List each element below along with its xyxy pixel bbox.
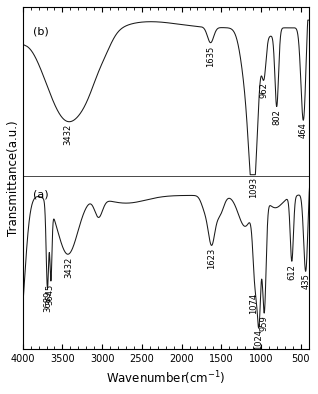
Text: 464: 464: [299, 122, 308, 138]
Text: (a): (a): [33, 189, 49, 199]
Text: 3432: 3432: [63, 124, 72, 145]
Text: 3689: 3689: [43, 291, 52, 312]
Text: 435: 435: [301, 273, 310, 289]
X-axis label: Wavenumber(cm$^{-1}$): Wavenumber(cm$^{-1}$): [106, 370, 225, 387]
Text: 802: 802: [272, 109, 281, 125]
Text: 3645: 3645: [45, 284, 54, 305]
Text: 1074: 1074: [249, 292, 258, 314]
Y-axis label: Transmittance(a.u.): Transmittance(a.u.): [7, 120, 20, 236]
Text: 3432: 3432: [65, 257, 73, 278]
Text: 612: 612: [287, 264, 296, 280]
Text: 1635: 1635: [206, 45, 215, 67]
Text: 959: 959: [260, 316, 269, 331]
Text: 962: 962: [259, 82, 268, 98]
Text: 1093: 1093: [249, 177, 258, 199]
Text: (b): (b): [33, 26, 49, 36]
Text: 1623: 1623: [207, 248, 216, 269]
Text: 1024: 1024: [255, 329, 264, 350]
